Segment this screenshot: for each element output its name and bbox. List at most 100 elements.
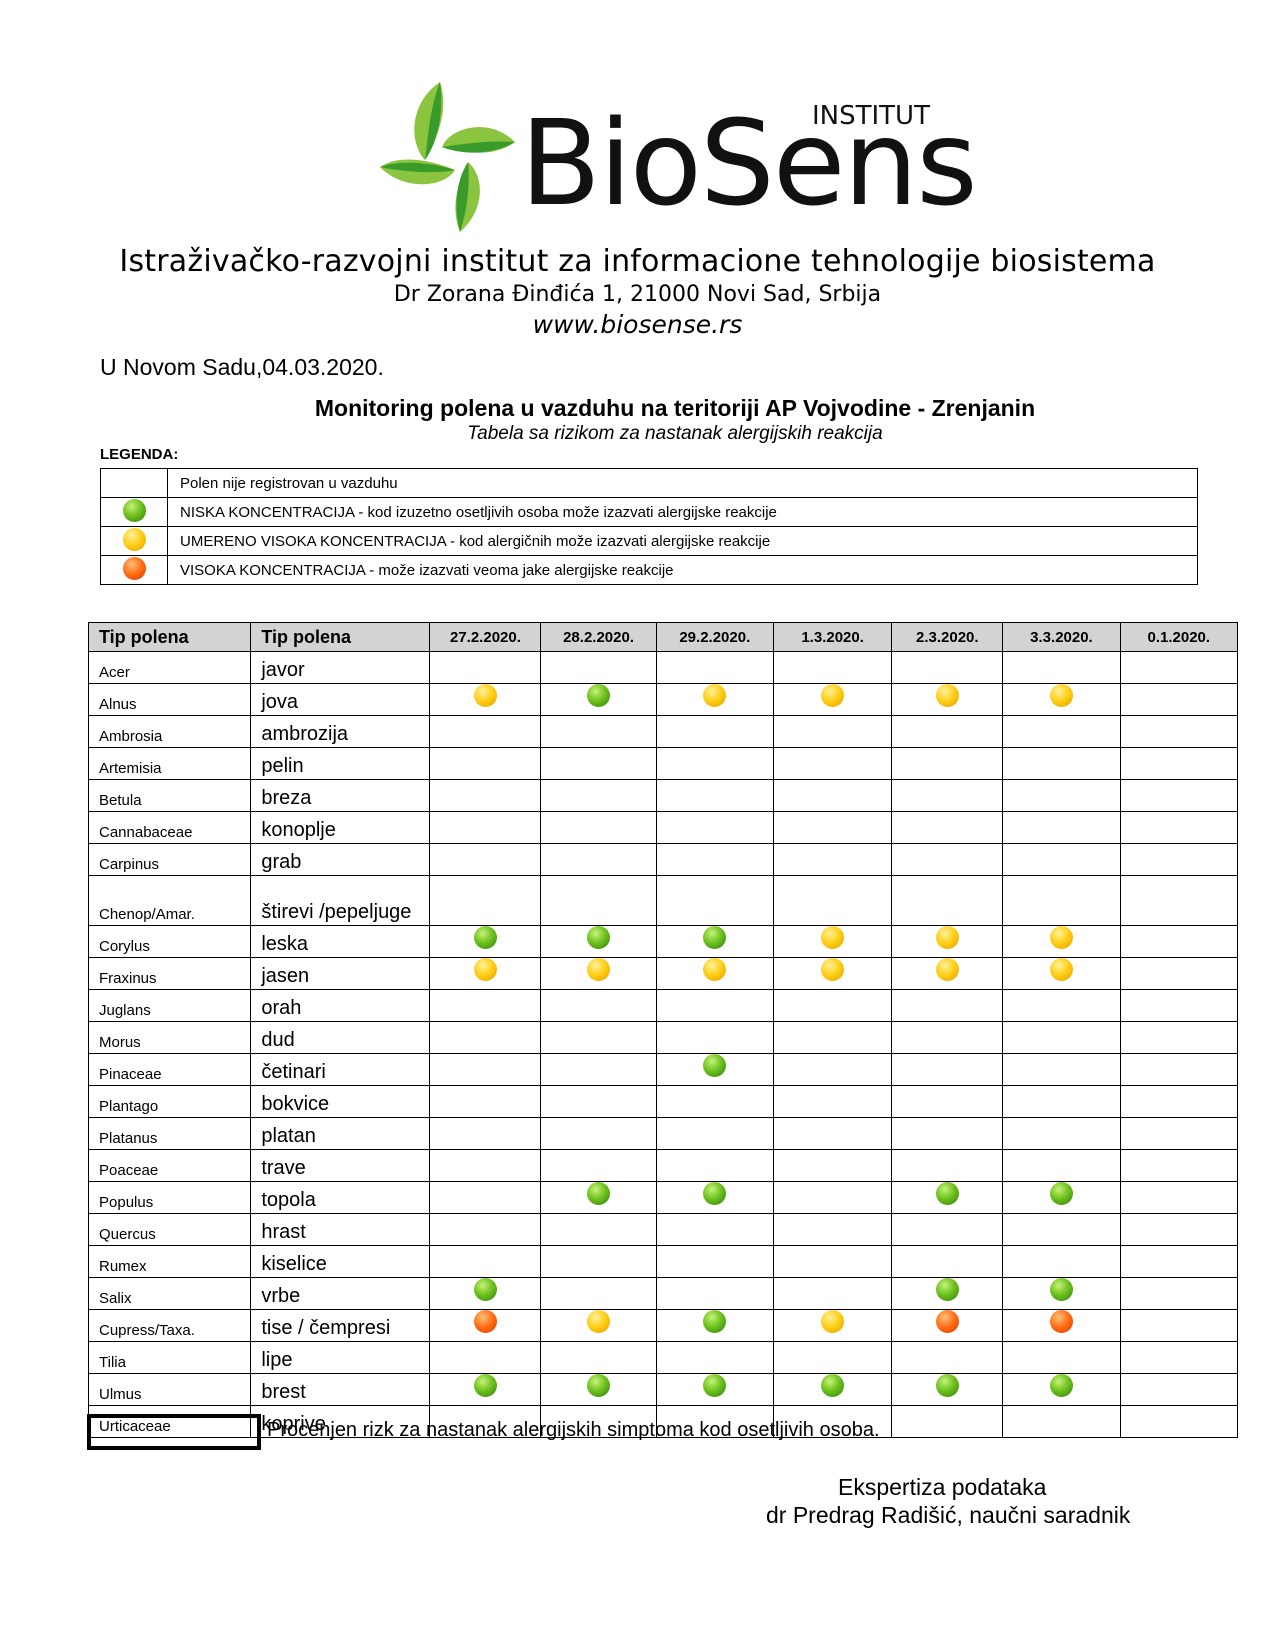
risk-cell xyxy=(891,1021,1004,1054)
latin-name-cell: Populus xyxy=(87,1181,252,1214)
risk-cell xyxy=(891,1085,1004,1118)
local-name-cell: koprive xyxy=(250,1405,431,1438)
orange-dot-icon xyxy=(935,1310,959,1333)
local-name-cell: bokvice xyxy=(250,1085,431,1118)
latin-name-cell: Carpinus xyxy=(87,843,252,876)
risk-cell xyxy=(655,1117,774,1150)
risk-cell xyxy=(1119,989,1239,1022)
risk-cell xyxy=(891,957,1004,990)
legend-text: NISKA KONCENTRACIJA - kod izuzetno osetl… xyxy=(167,497,1198,527)
green-dot-icon xyxy=(703,1310,727,1333)
risk-cell xyxy=(1119,1341,1239,1374)
table-row: Juglans orah xyxy=(87,989,1239,1022)
latin-name-cell: Plantago xyxy=(87,1085,252,1118)
green-dot-icon xyxy=(587,926,611,949)
risk-cell xyxy=(1002,843,1121,876)
green-dot-icon xyxy=(1049,1182,1073,1205)
latin-name-cell: Quercus xyxy=(87,1213,252,1246)
risk-cell xyxy=(429,1309,542,1342)
legend-table: Polen nije registrovan u vazduhu NISKA KO… xyxy=(100,468,1198,585)
yellow-dot-icon xyxy=(122,527,146,551)
local-name-cell: ambrozija xyxy=(250,715,431,748)
risk-cell xyxy=(891,989,1004,1022)
local-name-cell: pelin xyxy=(250,747,431,780)
risk-cell xyxy=(655,1245,774,1278)
risk-cell xyxy=(891,1053,1004,1086)
risk-cell xyxy=(1002,1149,1121,1182)
latin-name-cell: Morus xyxy=(87,1021,252,1054)
risk-cell xyxy=(1119,1373,1239,1406)
column-header-date: 28.2.2020. xyxy=(540,622,657,652)
latin-name-cell: Juglans xyxy=(87,989,252,1022)
risk-cell xyxy=(891,1341,1004,1374)
biosens-logo: BioSens INSTITUT xyxy=(380,82,978,232)
risk-cell xyxy=(540,779,657,812)
risk-cell xyxy=(655,1405,774,1438)
risk-cell xyxy=(540,1117,657,1150)
risk-cell xyxy=(891,1277,1004,1310)
risk-cell xyxy=(891,811,1004,844)
risk-cell xyxy=(540,1085,657,1118)
risk-cell xyxy=(891,1213,1004,1246)
local-name-cell: vrbe xyxy=(250,1277,431,1310)
risk-cell xyxy=(772,1405,893,1438)
local-name-cell: topola xyxy=(250,1181,431,1214)
latin-name-cell: Poaceae xyxy=(87,1149,252,1182)
green-dot-icon xyxy=(587,684,611,707)
green-dot-icon xyxy=(122,498,146,522)
local-name-cell: kiselice xyxy=(250,1245,431,1278)
risk-cell xyxy=(772,957,893,990)
latin-name-cell: Chenop/Amar. xyxy=(87,875,252,926)
risk-cell xyxy=(772,1021,893,1054)
risk-cell xyxy=(1119,715,1239,748)
risk-cell xyxy=(655,1181,774,1214)
risk-cell xyxy=(540,957,657,990)
risk-cell xyxy=(655,715,774,748)
legend-row: UMERENO VISOKA KONCENTRACIJA - kod alerg… xyxy=(100,526,1198,556)
risk-cell xyxy=(1119,811,1239,844)
legend-text: UMERENO VISOKA KONCENTRACIJA - kod alerg… xyxy=(167,526,1198,556)
risk-cell xyxy=(1119,1085,1239,1118)
risk-cell xyxy=(540,989,657,1022)
risk-cell xyxy=(1002,925,1121,958)
risk-cell xyxy=(655,1021,774,1054)
risk-cell xyxy=(429,683,542,716)
table-row: Cannabaceae konoplje xyxy=(87,811,1239,844)
risk-cell xyxy=(429,989,542,1022)
local-name-cell: jasen xyxy=(250,957,431,990)
expert-name: dr Predrag Radišić, naučni saradnik xyxy=(766,1502,1131,1528)
risk-cell xyxy=(1002,1277,1121,1310)
latin-name-cell: Betula xyxy=(87,779,252,812)
legend-icon-cell xyxy=(100,468,168,498)
risk-cell xyxy=(429,715,542,748)
risk-cell xyxy=(1119,1213,1239,1246)
risk-cell xyxy=(540,1245,657,1278)
latin-name-cell: Cannabaceae xyxy=(87,811,252,844)
risk-cell xyxy=(655,1149,774,1182)
local-name-cell: javor xyxy=(250,651,431,684)
green-dot-icon xyxy=(703,926,727,949)
latin-name-cell: Salix xyxy=(87,1277,252,1310)
risk-cell xyxy=(1002,811,1121,844)
table-header-row: Tip polena Tip polena 27.2.2020. 28.2.2020.… xyxy=(87,622,1239,652)
green-dot-icon xyxy=(703,1182,727,1205)
risk-cell xyxy=(540,1277,657,1310)
risk-cell xyxy=(772,1213,893,1246)
risk-cell xyxy=(1119,1117,1239,1150)
legend-icon-cell xyxy=(100,497,168,527)
risk-cell xyxy=(540,843,657,876)
risk-cell xyxy=(772,1085,893,1118)
risk-cell xyxy=(429,1277,542,1310)
risk-cell xyxy=(540,1181,657,1214)
risk-cell xyxy=(429,1213,542,1246)
column-header-date: 2.3.2020. xyxy=(891,622,1004,652)
risk-cell xyxy=(1119,651,1239,684)
green-dot-icon xyxy=(587,1182,611,1205)
risk-cell xyxy=(655,747,774,780)
pollen-risk-table: Tip polena Tip polena 27.2.2020. 28.2.2020.… xyxy=(87,622,1239,1438)
local-name-cell: leska xyxy=(250,925,431,958)
risk-cell xyxy=(772,779,893,812)
risk-cell xyxy=(429,957,542,990)
organization-website: www.biosense.rs xyxy=(532,310,743,339)
orange-dot-icon xyxy=(473,1310,497,1333)
